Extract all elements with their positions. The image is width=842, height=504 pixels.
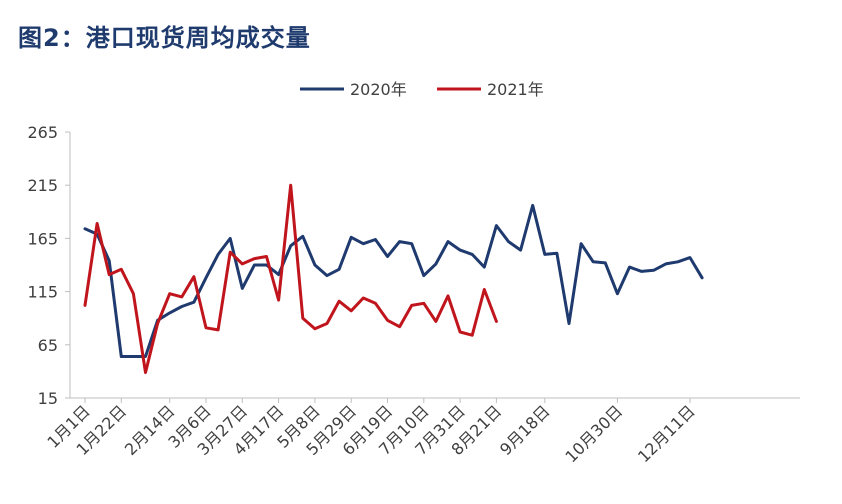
y-tick-label: 215 bbox=[27, 176, 58, 195]
x-axis: 1月1日1月22日2月14日3月6日3月27日4月17日5月8日5月29日6月1… bbox=[43, 397, 800, 466]
y-tick-label: 65 bbox=[38, 336, 58, 355]
series-line-2 bbox=[83, 183, 498, 374]
legend: 2020年 2021年 bbox=[300, 80, 544, 99]
y-tick-label: 165 bbox=[27, 229, 58, 248]
x-tick-label: 9月18日 bbox=[496, 401, 554, 459]
x-tick-label: 2月14日 bbox=[121, 401, 179, 459]
chart-title: 图2：港口现货周均成交量 bbox=[18, 24, 311, 52]
legend-label-2: 2021年 bbox=[487, 80, 544, 99]
x-tick-label: 10月30日 bbox=[561, 401, 626, 466]
y-tick-label: 115 bbox=[27, 283, 58, 302]
series-line-1 bbox=[83, 203, 704, 358]
y-axis: 265 215 165 115 65 15 bbox=[27, 123, 71, 408]
series-layer bbox=[83, 183, 704, 374]
y-tick-label: 15 bbox=[38, 389, 58, 408]
x-tick-label: 12月11日 bbox=[634, 401, 699, 466]
y-tick-label: 265 bbox=[27, 123, 58, 142]
legend-label-1: 2020年 bbox=[350, 80, 407, 99]
